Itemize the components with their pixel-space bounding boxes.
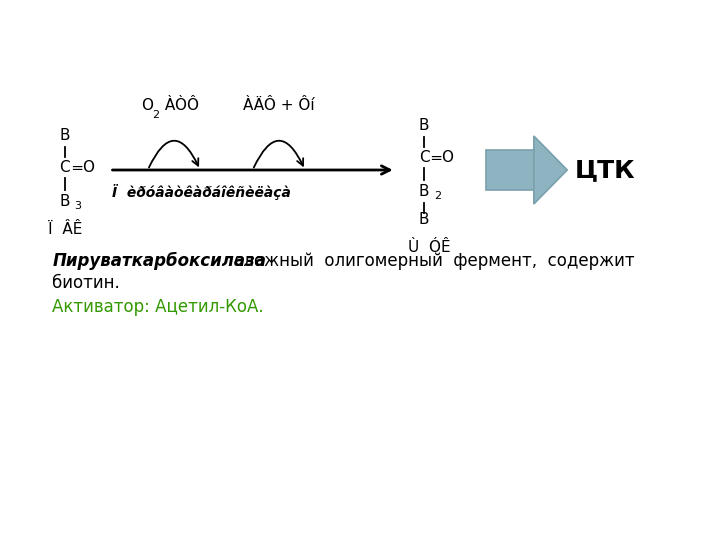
Text: В: В (60, 127, 70, 143)
Text: ═: ═ (431, 151, 440, 165)
Text: В: В (419, 212, 429, 227)
Text: О: О (81, 160, 94, 176)
Text: С: С (60, 160, 70, 176)
Text: Активатор: Ацетил-КоА.: Активатор: Ацетил-КоА. (53, 298, 264, 316)
Text: 2: 2 (153, 110, 160, 120)
Text: 3: 3 (75, 201, 81, 211)
Text: Ù  ÓÊ: Ù ÓÊ (408, 240, 450, 255)
Text: О: О (141, 98, 153, 112)
FancyBboxPatch shape (486, 150, 534, 190)
Text: Ï  ÂÊ: Ï ÂÊ (48, 221, 82, 237)
Text: В: В (419, 184, 429, 199)
Text: В: В (419, 118, 429, 132)
Text: ÀÒÔ: ÀÒÔ (160, 98, 199, 112)
Text: В: В (60, 193, 70, 208)
Text: сложный  олигомерный  фермент,  содержит: сложный олигомерный фермент, содержит (229, 252, 634, 270)
Text: 2: 2 (434, 191, 441, 201)
Text: ═: ═ (72, 160, 81, 176)
Text: ЦТК: ЦТК (575, 158, 636, 182)
Text: Ï  èðóâàòêàðáîêñèëàçà: Ï èðóâàòêàðáîêñèëàçà (112, 184, 292, 200)
Polygon shape (534, 136, 567, 204)
Text: О: О (441, 151, 453, 165)
Text: Пируваткарбоксилаза: Пируваткарбоксилаза (53, 252, 266, 270)
Text: ÀÄÔ + Ôí: ÀÄÔ + Ôí (243, 98, 315, 112)
Text: С: С (419, 151, 430, 165)
Text: биотин.: биотин. (53, 274, 120, 292)
